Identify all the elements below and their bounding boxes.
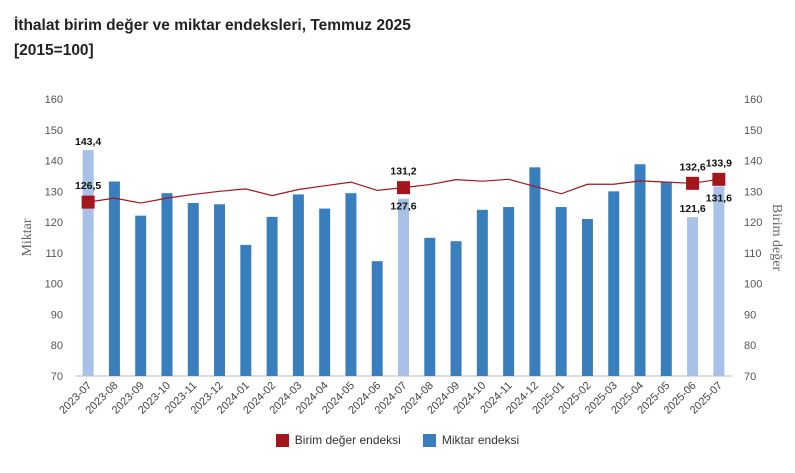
bar-2024-09 [450,241,462,376]
data-label: 121,6 [679,203,705,215]
bar-2024-07 [398,198,409,376]
y-left-tick-label: 90 [51,309,63,321]
bar-2024-01 [240,244,252,376]
chart-subtitle: [2015=100] [14,42,94,59]
y-right-tick-label: 80 [744,340,756,352]
y-right-tick-label: 160 [744,94,762,106]
bar-2024-02 [266,216,278,376]
y-left-tick-label: 140 [45,156,63,168]
y-left-axis-title: Miktar [20,218,35,256]
bar-2024-06 [371,261,383,376]
bar-2023-11 [187,203,199,376]
legend-swatch-unit-value [275,433,289,447]
bar-2025-02 [581,219,593,376]
data-label: 127,6 [390,201,416,213]
bar-2024-03 [292,194,304,376]
legend-swatch-quantity [422,433,436,447]
chart-title: İthalat birim değer ve miktar endeksleri… [14,17,411,34]
bar-2025-06 [687,217,699,376]
bar-2024-11 [503,207,515,376]
bar-2025-03 [608,191,620,376]
y-right-tick-label: 100 [744,279,762,291]
unit-value-marker-2024-07 [397,181,410,195]
legend-label-quantity: Miktar endeksi [441,433,520,447]
data-label: 126,5 [75,180,101,192]
bar-2025-04 [634,164,646,376]
bar-2024-08 [424,237,436,376]
bar-2023-07 [82,150,94,376]
y-left-tick-label: 160 [45,94,63,106]
data-label: 131,6 [706,192,732,204]
bar-2023-09 [135,215,147,376]
data-label: 131,2 [390,166,416,178]
y-left-tick-label: 110 [45,248,63,260]
y-left-tick-label: 70 [51,371,63,383]
y-right-tick-label: 140 [744,156,762,168]
bar-2024-12 [529,167,541,376]
legend-item-unit-value: Birim değer endeksi [275,433,401,447]
bars [82,150,725,376]
y-right-tick-label: 130 [744,186,762,198]
y-left-tick-label: 150 [45,125,63,137]
bar-2024-10 [476,209,488,376]
data-label: 132,6 [679,161,705,173]
data-label: 133,9 [706,157,732,169]
y-right-axis-title: Birim değer [769,204,784,272]
y-right-tick-label: 150 [744,125,762,137]
bar-2023-10 [161,193,173,376]
legend: Birim değer endeksi Miktar endeksi [0,433,795,447]
y-right-tick-label: 70 [744,371,756,383]
data-label: 143,4 [75,136,101,148]
y-left-tick-label: 130 [45,186,63,198]
bar-2023-08 [108,181,120,376]
bar-2023-12 [214,204,226,376]
bar-2025-01 [555,207,567,376]
unit-value-marker-2025-06 [686,176,700,190]
legend-label-unit-value: Birim değer endeksi [294,433,401,447]
bar-2025-07 [713,186,725,376]
line-series [81,172,726,209]
y-left-tick-label: 120 [45,217,63,229]
unit-value-marker-2025-07 [712,172,726,186]
bar-2024-05 [345,193,357,376]
bar-2025-05 [660,182,672,376]
y-right-tick-label: 110 [744,248,762,260]
y-right-tick-label: 90 [744,309,756,321]
y-right-tick-label: 120 [744,217,762,229]
bar-2024-04 [319,208,331,376]
y-left-tick-label: 100 [45,279,63,291]
unit-value-marker-2023-07 [81,195,95,209]
legend-item-quantity: Miktar endeksi [422,433,520,447]
y-left-tick-label: 80 [51,340,63,352]
